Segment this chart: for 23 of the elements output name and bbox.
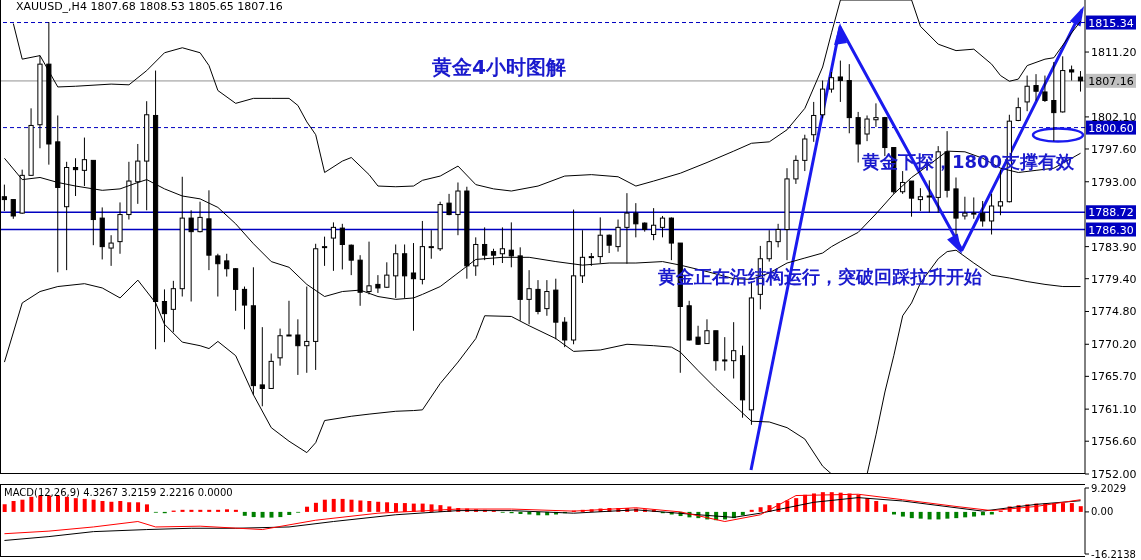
y-tick-label: 1756.60: [1091, 435, 1137, 449]
y-tick-label: -16.2138: [1091, 548, 1136, 560]
y-tick-label: 1802.10: [1091, 110, 1137, 124]
y-tick-label: 1774.80: [1091, 305, 1137, 319]
y-tick-label: 0.00: [1091, 506, 1114, 518]
chart-subtitle: XAUUSD_,H4 1807.68 1808.53 1805.65 1807.16: [16, 0, 283, 13]
y-tick-label: 1765.70: [1091, 370, 1137, 384]
y-tick-label: 1779.40: [1091, 272, 1137, 286]
y-tick-label: 1811.20: [1091, 45, 1137, 59]
ref-line-label: 1815.34: [1088, 16, 1134, 30]
ref-line-label: 1807.16: [1088, 74, 1134, 88]
ref-line-label: 1786.30: [1088, 223, 1134, 237]
y-tick-label: 1752.00: [1091, 467, 1137, 481]
y-tick-label: 1770.20: [1091, 338, 1137, 352]
y-tick-label: 1761.10: [1091, 403, 1137, 417]
chart-title: MACD(12,26,9) 4.3267 3.2159 2.2216 0.0000: [4, 487, 233, 498]
y-tick-label: 9.2029: [1091, 482, 1126, 494]
y-tick-label: 1797.60: [1091, 142, 1137, 156]
ref-line-label: 1800.60: [1088, 121, 1134, 135]
y-tick-label: 1783.90: [1091, 240, 1137, 254]
y-tick-label: 1793.00: [1091, 175, 1137, 189]
text: 黄金4小时图解: [432, 54, 566, 81]
ref-line-label: 1788.72: [1088, 206, 1134, 220]
